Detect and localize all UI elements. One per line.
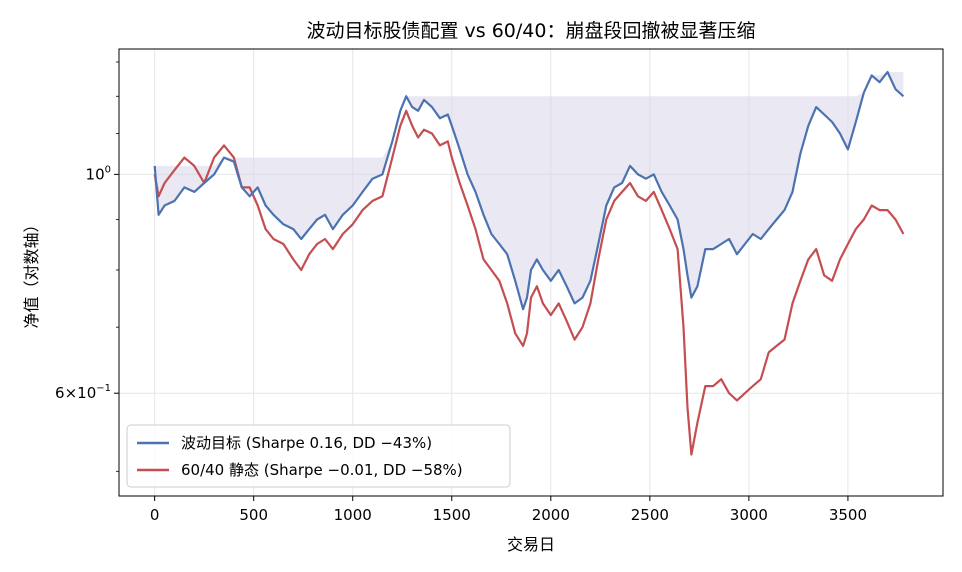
legend-label-1: 60/40 静态 (Sharpe −0.01, DD −58%) [181,461,463,479]
x-tick-label: 3500 [829,506,867,524]
x-tick-label: 2500 [631,506,669,524]
x-tick-label: 1500 [433,506,471,524]
plot-frame [118,48,944,497]
y-tick-label: 100 [86,164,111,183]
drawdown-band-layer [154,71,904,310]
x-tick-label: 500 [239,506,268,524]
series-line-1 [153,109,905,456]
legend-box [126,424,511,488]
x-tick-label: 0 [150,506,160,524]
x-tick-label: 1000 [334,506,372,524]
x-tick-label: 3000 [730,506,768,524]
series-layer [153,70,905,456]
x-axis-ticks: 0 500 1000 1500 2000 2500 3000 3500 [150,496,867,524]
x-axis-label: 交易日 [507,535,555,554]
series-line-0 [153,70,905,311]
x-tick-label: 2000 [532,506,570,524]
y-tick-label: 6×10−1 [55,383,111,402]
y-axis-label: 净值（对数轴） [22,216,41,328]
legend-label-0: 波动目标 (Sharpe 0.16, DD −43%) [181,434,432,452]
chart-title: 波动目标股债配置 vs 60/40：崩盘段回撤被显著压缩 [307,20,756,42]
y-axis-ticks: 100 6×10−1 [55,61,119,472]
drawdown-band [154,71,904,310]
legend: 波动目标 (Sharpe 0.16, DD −43%) 60/40 静态 (Sha… [126,424,511,488]
